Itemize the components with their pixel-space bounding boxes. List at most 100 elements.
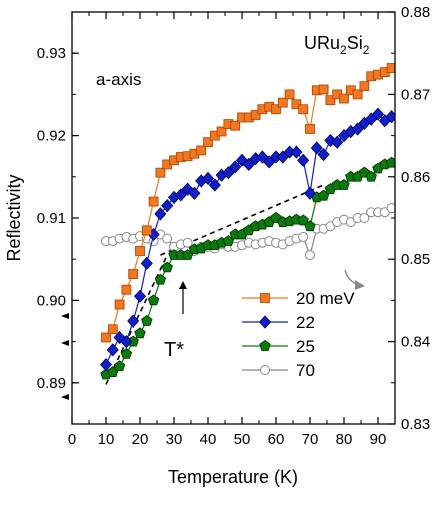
data-point xyxy=(359,81,370,92)
data-point xyxy=(121,284,132,295)
left-marker-top xyxy=(61,313,69,319)
y-right-tick-label: 0.86 xyxy=(401,169,430,186)
y-left-tick-label: 0.91 xyxy=(37,210,66,227)
left-marker-bottom xyxy=(61,394,69,400)
grey-arrowhead xyxy=(355,280,365,290)
legend-label: 70 xyxy=(296,361,315,380)
data-point xyxy=(298,104,309,115)
data-point xyxy=(351,122,364,136)
compound-main: URu xyxy=(304,33,340,53)
data-point xyxy=(133,289,147,303)
data-point xyxy=(297,214,309,226)
data-point xyxy=(120,335,133,349)
data-point xyxy=(203,137,213,148)
t-star-label: T* xyxy=(164,339,184,361)
guide-lines xyxy=(105,184,324,385)
y-right-tick-label: 0.85 xyxy=(401,251,430,268)
data-point xyxy=(196,145,207,156)
data-point xyxy=(148,196,159,207)
data-point xyxy=(154,273,167,285)
data-point xyxy=(106,343,119,357)
data-point xyxy=(113,360,126,372)
data-point xyxy=(216,126,227,137)
data-point xyxy=(229,160,242,174)
data-point xyxy=(155,167,166,178)
y-right-tick-label: 0.84 xyxy=(401,334,430,351)
legend-marker xyxy=(259,340,271,351)
data-point xyxy=(304,220,316,232)
x-tick-label: 20 xyxy=(132,431,149,448)
data-point xyxy=(162,233,173,244)
y-axis-label: Reflectivity xyxy=(4,174,24,261)
compound-label: URu2Si2 xyxy=(304,33,370,57)
data-point xyxy=(188,186,201,200)
data-point xyxy=(365,170,377,182)
x-tick-label: 70 xyxy=(302,431,319,448)
data-point xyxy=(284,89,295,100)
data-point xyxy=(290,145,303,159)
data-point xyxy=(101,332,111,343)
x-tick-label: 0 xyxy=(68,431,76,448)
data-point xyxy=(298,231,309,242)
data-point xyxy=(325,95,336,106)
data-point xyxy=(331,135,344,149)
t-star-arrowhead xyxy=(179,281,187,289)
data-point xyxy=(352,89,363,100)
data-point xyxy=(140,256,153,270)
data-point xyxy=(182,237,193,248)
x-tick-label: 60 xyxy=(268,431,285,448)
data-point xyxy=(385,156,395,168)
data-point xyxy=(174,188,187,202)
compound-mid: Si xyxy=(347,33,363,53)
axes: 0 10 20 30 40 50 60 70 80 90 0.89 0.90 0.91 0.92 0.93 0… xyxy=(37,4,430,448)
data-point xyxy=(271,104,281,115)
left-marker-mid xyxy=(61,340,69,346)
data-point xyxy=(134,327,146,339)
data-point xyxy=(317,147,330,162)
legend-marker xyxy=(260,293,270,303)
data-point xyxy=(386,63,395,73)
data-point xyxy=(386,203,395,214)
compound-sub1: 2 xyxy=(340,43,347,57)
legend: 20 meV 22 25 70 xyxy=(242,289,355,380)
data-point xyxy=(114,299,125,310)
x-tick-label: 90 xyxy=(370,431,387,448)
data-point xyxy=(147,294,160,306)
x-tick-label: 40 xyxy=(200,431,217,448)
data-point xyxy=(338,179,350,190)
data-point xyxy=(135,246,145,256)
y-right-tick-label: 0.87 xyxy=(401,86,430,103)
data-point xyxy=(250,110,261,120)
data-point xyxy=(141,315,153,326)
data-point xyxy=(141,225,152,236)
y-right-tick-label: 0.88 xyxy=(401,4,430,21)
series-22 xyxy=(99,107,395,372)
data-point xyxy=(305,250,315,261)
data-point xyxy=(385,110,395,124)
data-point xyxy=(310,141,323,155)
data-point xyxy=(128,269,139,279)
plot-area xyxy=(99,63,395,380)
data-point xyxy=(230,120,241,131)
data-point xyxy=(277,97,288,108)
a-axis-label: a-axis xyxy=(96,70,141,89)
data-point xyxy=(318,84,329,95)
series-line xyxy=(105,162,392,376)
y-left-tick-label: 0.89 xyxy=(37,375,66,392)
x-axis-label: Temperature (K) xyxy=(168,467,298,487)
data-point xyxy=(222,166,235,180)
y-right-tick-label: 0.83 xyxy=(401,416,430,433)
data-point xyxy=(305,124,315,134)
legend-label: 25 xyxy=(296,337,315,356)
data-point xyxy=(161,199,174,213)
data-point xyxy=(107,324,118,335)
data-point xyxy=(303,186,317,200)
legend-label: 20 meV xyxy=(296,289,355,308)
data-point xyxy=(291,99,302,110)
data-point xyxy=(371,107,385,121)
x-tick-label: 30 xyxy=(166,431,183,448)
data-point xyxy=(154,207,167,221)
x-tick-label: 50 xyxy=(234,431,251,448)
compound-sub2: 2 xyxy=(363,43,370,57)
